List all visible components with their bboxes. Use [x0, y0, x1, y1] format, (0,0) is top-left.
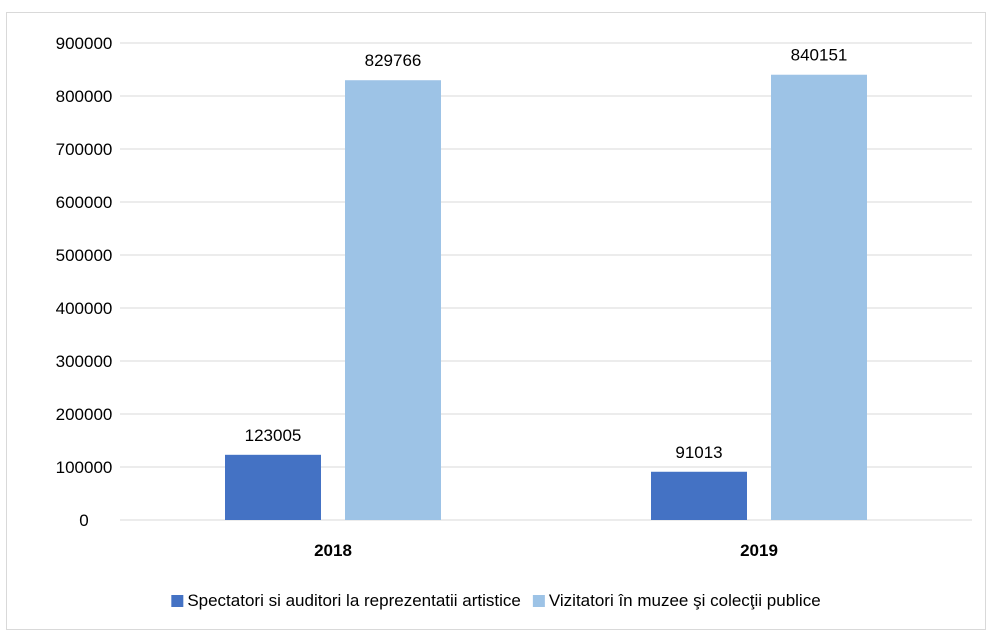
- bar-2018-series-1: [225, 454, 321, 520]
- legend-label: Vizitatori în muzee şi colecţii publice: [549, 591, 821, 610]
- legend-label: Spectatori si auditori la reprezentatii …: [187, 591, 521, 610]
- legend-swatch: [532, 595, 545, 607]
- y-tick-label: 300000: [56, 352, 113, 371]
- y-axis-ticks: 0 100000 200000 300000 400000 500000 600000 700…: [56, 34, 113, 530]
- y-tick-label: 0: [79, 511, 88, 530]
- data-label: 840151: [791, 46, 848, 65]
- data-label: 829766: [365, 51, 422, 70]
- legend-item-2: Vizitatori în muzee şi colecţii publice: [532, 591, 821, 610]
- bar-2019-series-1: [651, 471, 747, 520]
- data-label: 123005: [245, 426, 302, 445]
- y-tick-label: 700000: [56, 140, 113, 159]
- legend-swatch: [171, 595, 184, 607]
- bars: [225, 74, 867, 520]
- y-tick-label: 400000: [56, 299, 113, 318]
- x-axis-categories: 2018 2019: [314, 541, 778, 560]
- data-labels: 123005 829766 91013 840151: [245, 46, 848, 462]
- legend: Spectatori si auditori la reprezentatii …: [171, 591, 821, 610]
- x-category-label: 2019: [740, 541, 778, 560]
- legend-item-1: Spectatori si auditori la reprezentatii …: [171, 591, 521, 610]
- bar-2019-series-2: [771, 74, 867, 520]
- y-tick-label: 500000: [56, 246, 113, 265]
- x-category-label: 2018: [314, 541, 352, 560]
- y-tick-label: 800000: [56, 87, 113, 106]
- y-tick-label: 900000: [56, 34, 113, 53]
- y-tick-label: 600000: [56, 193, 113, 212]
- data-label: 91013: [675, 443, 722, 462]
- y-tick-label: 100000: [56, 458, 113, 477]
- y-tick-label: 200000: [56, 405, 113, 424]
- bar-2018-series-2: [345, 80, 441, 520]
